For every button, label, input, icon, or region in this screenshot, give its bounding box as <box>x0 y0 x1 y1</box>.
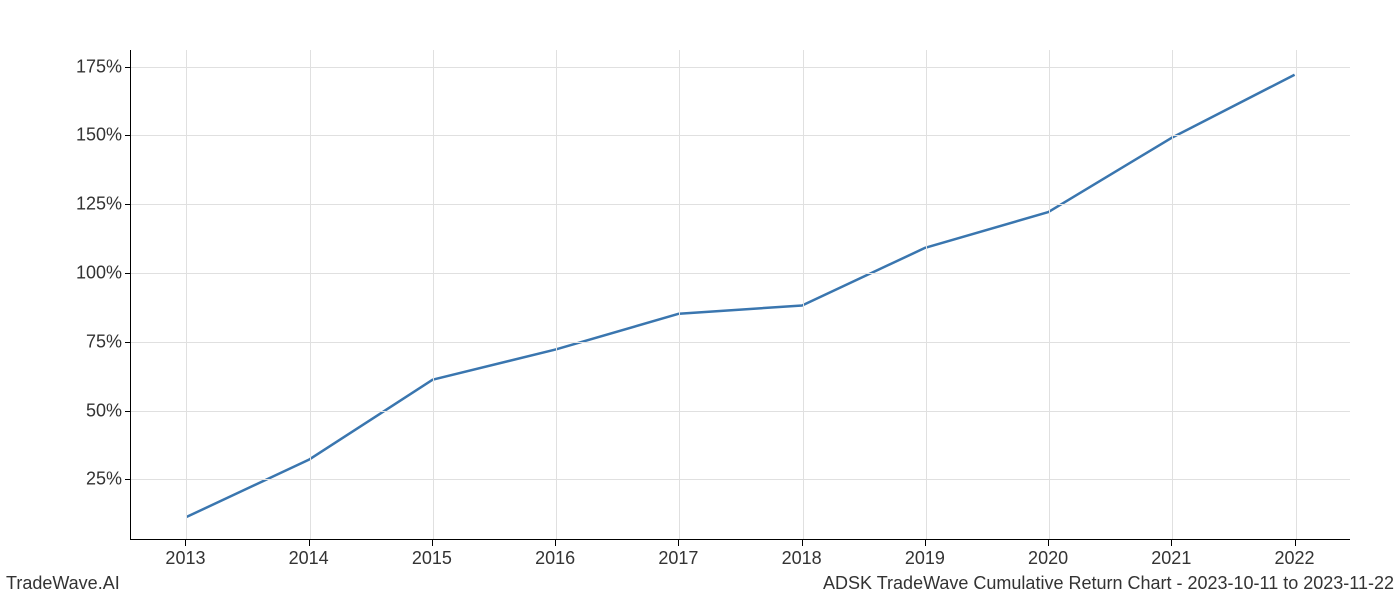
x-tick-label: 2014 <box>289 548 329 569</box>
y-tick-mark <box>125 411 131 412</box>
grid-line-vertical <box>433 50 434 539</box>
x-tick-mark <box>678 540 679 546</box>
x-tick-label: 2013 <box>165 548 205 569</box>
y-tick-mark <box>125 479 131 480</box>
y-tick-label: 50% <box>86 400 122 421</box>
x-tick-label: 2017 <box>658 548 698 569</box>
x-tick-label: 2020 <box>1028 548 1068 569</box>
x-tick-mark <box>925 540 926 546</box>
x-tick-label: 2022 <box>1275 548 1315 569</box>
x-tick-mark <box>555 540 556 546</box>
grid-line-horizontal <box>131 273 1350 274</box>
y-tick-label: 75% <box>86 331 122 352</box>
y-tick-label: 125% <box>76 194 122 215</box>
grid-line-vertical <box>186 50 187 539</box>
x-tick-label: 2016 <box>535 548 575 569</box>
y-tick-mark <box>125 342 131 343</box>
x-tick-label: 2015 <box>412 548 452 569</box>
x-tick-label: 2021 <box>1151 548 1191 569</box>
grid-line-vertical <box>679 50 680 539</box>
line-chart-svg <box>131 50 1350 539</box>
y-tick-mark <box>125 204 131 205</box>
x-tick-mark <box>1171 540 1172 546</box>
x-tick-mark <box>1048 540 1049 546</box>
x-tick-mark <box>309 540 310 546</box>
series-line <box>186 75 1294 517</box>
x-tick-label: 2018 <box>782 548 822 569</box>
chart-container <box>130 50 1350 540</box>
grid-line-vertical <box>803 50 804 539</box>
x-tick-mark <box>185 540 186 546</box>
x-tick-mark <box>432 540 433 546</box>
y-tick-mark <box>125 135 131 136</box>
grid-line-vertical <box>1049 50 1050 539</box>
grid-line-vertical <box>556 50 557 539</box>
grid-line-vertical <box>926 50 927 539</box>
grid-line-horizontal <box>131 67 1350 68</box>
plot-area <box>130 50 1350 540</box>
x-tick-label: 2019 <box>905 548 945 569</box>
y-tick-label: 25% <box>86 469 122 490</box>
grid-line-horizontal <box>131 479 1350 480</box>
grid-line-horizontal <box>131 135 1350 136</box>
y-tick-label: 175% <box>76 56 122 77</box>
footer-brand: TradeWave.AI <box>6 573 120 594</box>
x-tick-mark <box>1295 540 1296 546</box>
grid-line-horizontal <box>131 204 1350 205</box>
y-tick-mark <box>125 273 131 274</box>
grid-line-vertical <box>310 50 311 539</box>
grid-line-horizontal <box>131 342 1350 343</box>
grid-line-vertical <box>1296 50 1297 539</box>
grid-line-vertical <box>1172 50 1173 539</box>
x-tick-mark <box>802 540 803 546</box>
grid-line-horizontal <box>131 411 1350 412</box>
footer-caption: ADSK TradeWave Cumulative Return Chart -… <box>823 573 1394 594</box>
y-tick-mark <box>125 67 131 68</box>
y-tick-label: 150% <box>76 125 122 146</box>
y-tick-label: 100% <box>76 262 122 283</box>
